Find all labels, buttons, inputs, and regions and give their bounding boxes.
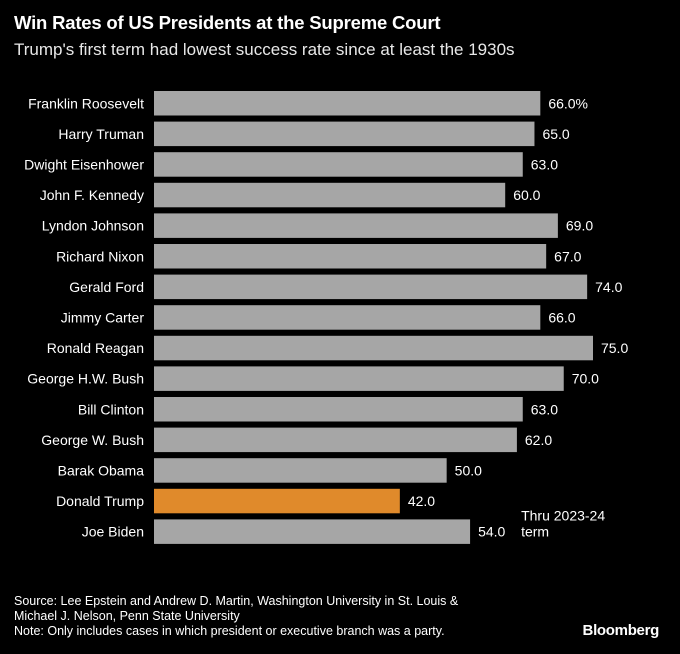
source-note: Source: Lee Epstein and Andrew D. Martin… xyxy=(14,594,458,639)
bar xyxy=(154,458,447,483)
source-line-3: Note: Only includes cases in which presi… xyxy=(14,624,445,638)
value-label: 42.0 xyxy=(408,493,435,509)
bar-chart: Franklin Roosevelt 66.0% Harry Truman 65.0 D… xyxy=(24,91,628,544)
value-label: 75.0 xyxy=(601,340,628,356)
source-line-1: Source: Lee Epstein and Andrew D. Martin… xyxy=(14,594,459,608)
bar xyxy=(154,121,535,147)
value-label: 63.0 xyxy=(531,401,558,417)
value-label: 69.0 xyxy=(566,218,593,234)
bar xyxy=(154,488,400,514)
bar xyxy=(154,366,564,391)
bar xyxy=(154,274,588,300)
bar xyxy=(154,397,523,422)
value-label: 67.0 xyxy=(554,248,581,264)
category-label: John F. Kennedy xyxy=(40,187,144,203)
bar xyxy=(154,335,593,361)
value-label: 66.0% xyxy=(548,95,588,111)
category-label: Jimmy Carter xyxy=(61,309,145,325)
bloomberg-logo: Bloomberg xyxy=(582,622,660,639)
category-label: Lyndon Johnson xyxy=(42,218,144,234)
category-label: Barak Obama xyxy=(58,462,145,478)
category-label: Joe Biden xyxy=(82,524,144,540)
category-label: Harry Truman xyxy=(58,126,144,142)
bar xyxy=(154,182,506,208)
category-label: George H.W. Bush xyxy=(27,371,144,387)
category-label: Ronald Reagan xyxy=(47,340,144,356)
value-label: 62.0 xyxy=(525,432,552,448)
bar xyxy=(154,213,558,238)
category-label: Donald Trump xyxy=(56,493,144,509)
chart-title: Win Rates of US Presidents at the Suprem… xyxy=(14,12,441,33)
value-label: 70.0 xyxy=(572,371,599,387)
category-label: Bill Clinton xyxy=(78,401,144,417)
category-label: Franklin Roosevelt xyxy=(28,95,144,111)
bar xyxy=(154,152,523,177)
value-label: 65.0 xyxy=(542,126,569,142)
bar xyxy=(154,244,547,269)
category-label: George W. Bush xyxy=(41,432,144,448)
value-label: 74.0 xyxy=(595,279,622,295)
value-label: 60.0 xyxy=(513,187,540,203)
value-label: 54.0 xyxy=(478,524,505,540)
category-label: Gerald Ford xyxy=(69,279,144,295)
chart-subtitle: Trump's first term had lowest success ra… xyxy=(14,40,515,59)
source-line-2: Michael J. Nelson, Penn State University xyxy=(14,609,240,623)
value-label: 63.0 xyxy=(531,156,558,172)
bar xyxy=(154,305,541,330)
value-label: 50.0 xyxy=(455,462,482,478)
bar xyxy=(154,427,517,453)
annotation-label: Thru 2023-24 xyxy=(521,507,605,523)
annotation-label: term xyxy=(521,523,549,539)
bar xyxy=(154,91,541,116)
category-label: Dwight Eisenhower xyxy=(24,156,144,172)
category-label: Richard Nixon xyxy=(56,248,144,264)
value-label: 66.0 xyxy=(548,309,575,325)
bar xyxy=(154,519,471,544)
